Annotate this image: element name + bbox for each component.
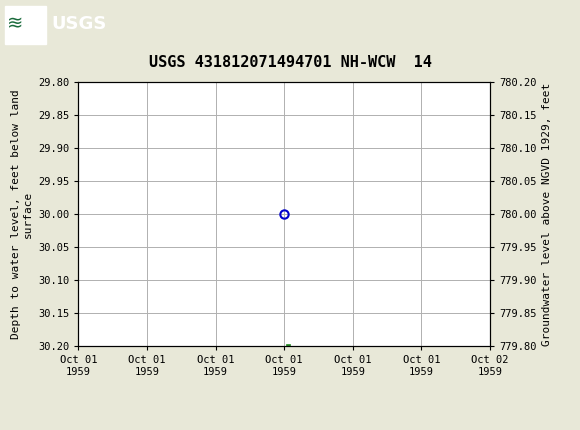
Text: USGS: USGS (51, 15, 106, 33)
Text: USGS 431812071494701 NH-WCW  14: USGS 431812071494701 NH-WCW 14 (148, 55, 432, 70)
Y-axis label: Groundwater level above NGVD 1929, feet: Groundwater level above NGVD 1929, feet (542, 82, 552, 346)
Y-axis label: Depth to water level, feet below land
surface: Depth to water level, feet below land su… (11, 89, 32, 339)
FancyBboxPatch shape (5, 6, 46, 43)
Text: ≋: ≋ (7, 14, 23, 33)
